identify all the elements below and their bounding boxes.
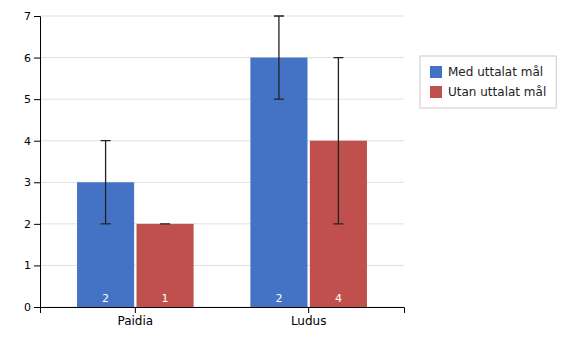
legend-swatch: [430, 86, 442, 98]
error-bars: [101, 16, 284, 224]
tick-label: 1: [24, 259, 31, 272]
tick-mark: [34, 58, 40, 59]
legend-label: Utan uttalat mål: [448, 85, 546, 99]
tick-mark: [34, 182, 40, 183]
legend-box: [420, 56, 556, 108]
tick: 2: [24, 218, 40, 231]
tick-label: 5: [24, 93, 31, 106]
plot: 0 1 2 3 4 5 6 7 Paidia Ludus 2 2 1 4: [24, 10, 405, 328]
grid-line: [40, 16, 404, 17]
tick-label: 3: [24, 176, 31, 189]
legend-item: Med uttalat mål: [430, 65, 543, 79]
tick: 6: [24, 52, 40, 65]
bar: [137, 224, 194, 307]
tick: 0: [24, 301, 40, 314]
tick-mark: [135, 307, 136, 313]
tick-label: 2: [24, 218, 31, 231]
tick-label: Ludus: [291, 314, 327, 328]
bar-label: 1: [162, 292, 169, 305]
axis-line: [34, 17, 41, 308]
bar-label: 2: [102, 292, 109, 305]
bar-label: 2: [275, 292, 282, 305]
tick: 3: [24, 176, 40, 189]
grid-line: [40, 99, 404, 100]
y-axis: 0 1 2 3 4 5 6 7: [24, 10, 41, 314]
tick: 1: [24, 259, 40, 272]
legend-label: Med uttalat mål: [448, 65, 543, 79]
tick-mark: [34, 224, 40, 225]
legend-item: Utan uttalat mål: [430, 85, 546, 99]
series: [137, 141, 367, 307]
tick-label: 6: [24, 52, 31, 65]
tick-mark: [34, 265, 40, 266]
tick-mark: [34, 16, 40, 17]
tick-mark: [34, 307, 40, 308]
grid: [40, 16, 404, 307]
error-bar: [274, 16, 284, 99]
legend-swatch: [430, 66, 442, 78]
marks: [77, 16, 367, 307]
tick-label: 0: [24, 301, 31, 314]
tick-mark: [34, 99, 40, 100]
tick-label: 7: [24, 10, 31, 23]
legend: Med uttalat mål Utan uttalat mål: [420, 56, 556, 108]
error-bar: [101, 141, 111, 224]
bar-labels: 2 2 1 4: [102, 292, 342, 305]
tick: Ludus: [291, 307, 327, 328]
error-bar: [333, 58, 343, 224]
axis-line: [41, 308, 405, 314]
error-bar: [160, 223, 170, 224]
tick-label: Paidia: [117, 314, 153, 328]
error-bars: [160, 58, 343, 224]
tick: 5: [24, 93, 40, 106]
tick: Paidia: [117, 307, 153, 328]
chart-container: 0 1 2 3 4 5 6 7 Paidia Ludus 2 2 1 4 Med uttalat mål Ut…: [0, 0, 579, 339]
tick-label: 4: [24, 135, 31, 148]
tick: 7: [24, 10, 40, 23]
tick-mark: [34, 141, 40, 142]
bar-label: 4: [335, 292, 342, 305]
grid-line: [40, 57, 404, 58]
x-axis: Paidia Ludus: [41, 307, 405, 328]
chart: 0 1 2 3 4 5 6 7 Paidia Ludus 2 2 1 4 Med uttalat mål Ut…: [0, 0, 579, 339]
tick-mark: [308, 307, 309, 313]
tick: 4: [24, 135, 40, 148]
series: [77, 58, 307, 307]
